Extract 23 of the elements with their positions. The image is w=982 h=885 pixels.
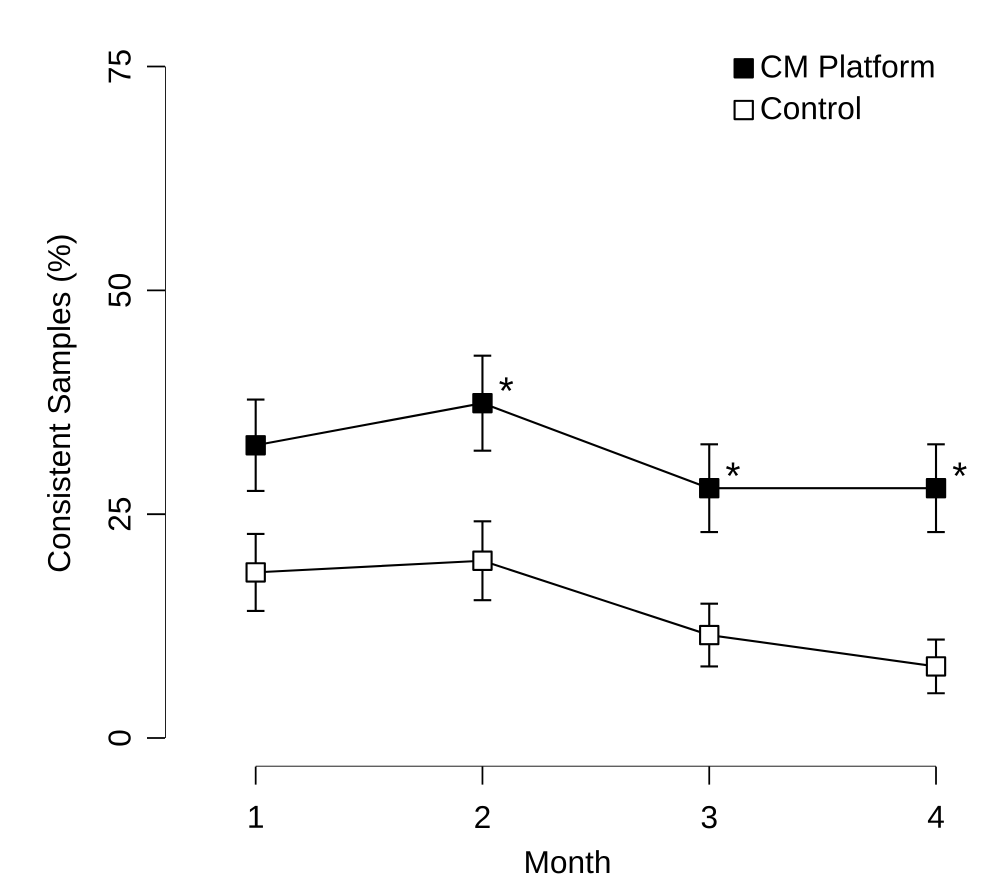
point <box>245 435 266 456</box>
point <box>699 478 720 498</box>
y-tick-label: 50 <box>108 274 131 307</box>
y-tick-label: 75 <box>108 50 131 83</box>
legend-label: Control <box>761 96 860 120</box>
x-tick-label: 3 <box>702 806 717 828</box>
legend-label: CM Platform <box>761 54 934 78</box>
x-axis-title: Month <box>526 850 610 874</box>
point <box>926 656 946 677</box>
point <box>245 562 266 583</box>
point <box>472 550 493 571</box>
x-tick-label: 1 <box>249 806 263 828</box>
point <box>472 392 493 414</box>
point <box>926 478 946 498</box>
y-tick-label: 25 <box>108 498 131 530</box>
annotation: * <box>499 377 514 391</box>
y-tick-label: 0 <box>108 730 131 746</box>
annotation: * <box>952 462 967 476</box>
x-tick-label: 2 <box>475 806 490 828</box>
point <box>699 624 720 646</box>
annotation: * <box>726 462 740 476</box>
x-tick-label: 4 <box>928 806 944 828</box>
y-axis-title: Consistent Samples (%) <box>47 236 77 572</box>
